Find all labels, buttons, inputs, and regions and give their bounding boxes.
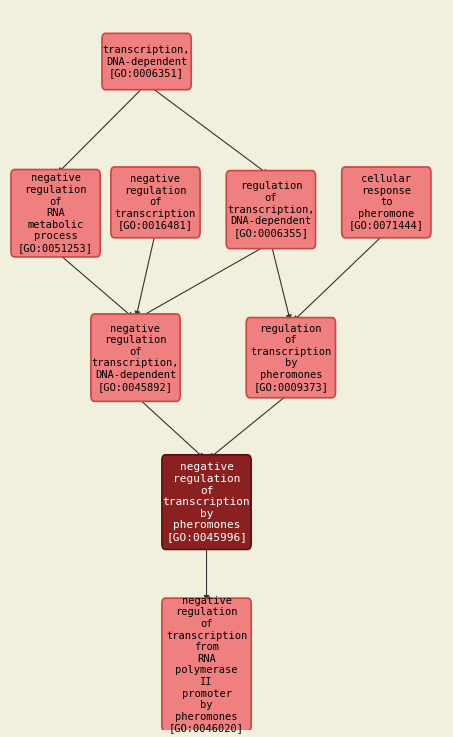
Text: transcription,
DNA-dependent
[GO:0006351]: transcription, DNA-dependent [GO:0006351… (103, 45, 190, 78)
FancyBboxPatch shape (162, 598, 251, 731)
FancyBboxPatch shape (91, 314, 180, 402)
FancyBboxPatch shape (102, 33, 191, 90)
Text: negative
regulation
of
transcription
from
RNA
polymerase
II
promoter
by
pheromon: negative regulation of transcription fro… (166, 595, 247, 733)
FancyBboxPatch shape (111, 167, 200, 238)
Text: regulation
of
transcription
by
pheromones
[GO:0009373]: regulation of transcription by pheromone… (250, 324, 332, 391)
Text: negative
regulation
of
transcription,
DNA-dependent
[GO:0045892]: negative regulation of transcription, DN… (92, 324, 179, 391)
FancyBboxPatch shape (11, 170, 100, 257)
Text: regulation
of
transcription,
DNA-dependent
[GO:0006355]: regulation of transcription, DNA-depende… (227, 181, 315, 238)
FancyBboxPatch shape (162, 455, 251, 549)
Text: negative
regulation
of
transcription
by
pheromones
[GO:0045996]: negative regulation of transcription by … (163, 462, 251, 542)
Text: negative
regulation
of
transcription
[GO:0016481]: negative regulation of transcription [GO… (115, 174, 196, 231)
Text: negative
regulation
of
RNA
metabolic
process
[GO:0051253]: negative regulation of RNA metabolic pro… (18, 173, 93, 253)
FancyBboxPatch shape (226, 170, 315, 248)
FancyBboxPatch shape (246, 318, 336, 398)
Text: cellular
response
to
pheromone
[GO:0071444]: cellular response to pheromone [GO:00714… (349, 174, 424, 231)
FancyBboxPatch shape (342, 167, 431, 238)
